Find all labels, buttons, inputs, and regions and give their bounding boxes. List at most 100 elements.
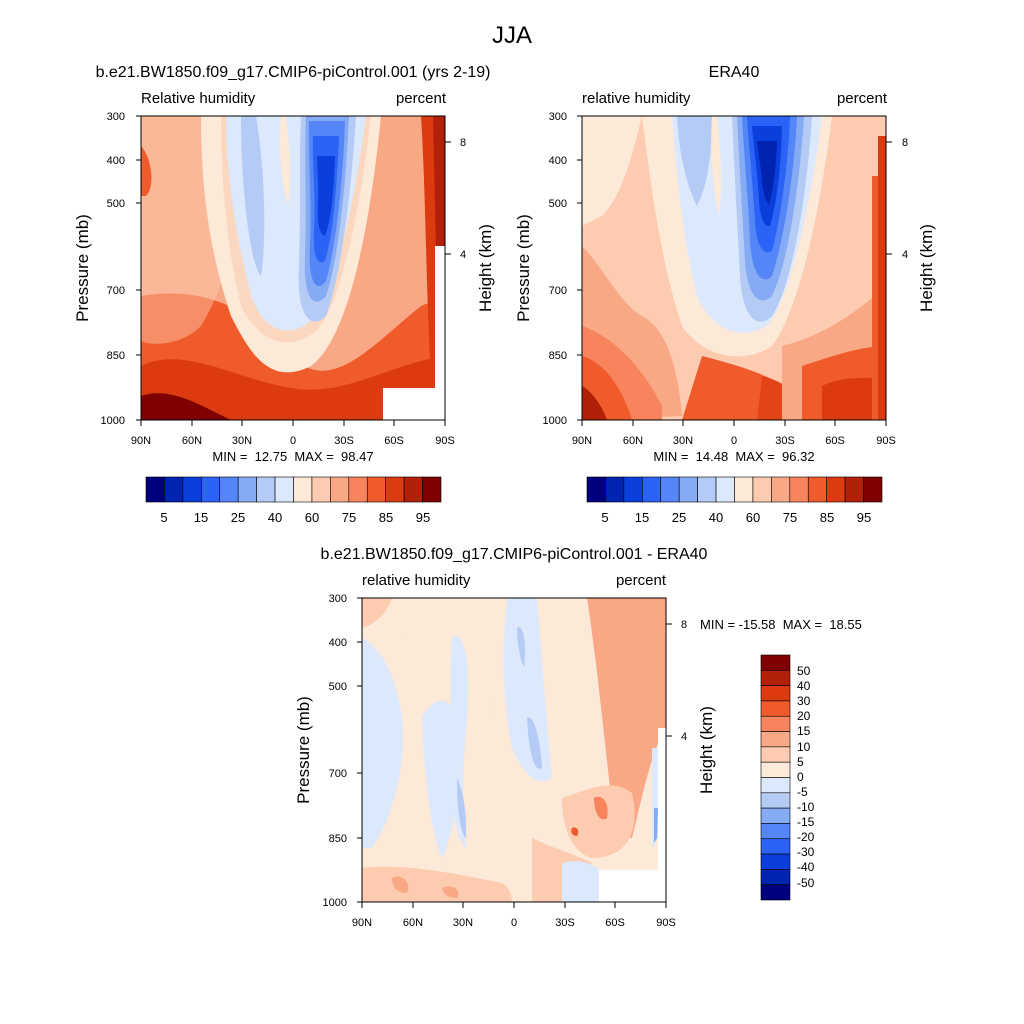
colorbar: 5 15 25 40 60 75 85 95 <box>145 476 442 525</box>
colorbar-swatch <box>256 476 276 503</box>
colorbar-swatch <box>760 731 791 748</box>
y-tick-label: 400 <box>549 155 567 167</box>
colorbar-swatch <box>311 476 331 503</box>
colorbar-swatch <box>760 746 791 763</box>
x-tick-label: 90S <box>656 917 676 929</box>
variable-label: relative humidity <box>582 90 691 107</box>
y-tick-label: 500 <box>107 198 125 210</box>
height-tick-label: 4 <box>460 249 466 261</box>
colorbar-swatch <box>760 700 791 717</box>
vertical-colorbar: 50 40 30 20 15 10 5 0 -5 -10 -15 -20 -30… <box>760 654 815 901</box>
x-tick-label: 60N <box>182 435 202 447</box>
colorbar-label: 30 <box>797 694 811 708</box>
figure-title: JJA <box>492 22 532 49</box>
units-label: percent <box>396 90 447 107</box>
colorbar-swatch <box>760 777 791 794</box>
y-tick-label: 300 <box>329 593 347 605</box>
colorbar-swatch <box>760 792 791 809</box>
colorbar-label: 40 <box>797 679 811 693</box>
min-max-label: MIN = 12.75 MAX = 98.47 <box>212 449 373 464</box>
colorbar-swatch <box>422 476 442 503</box>
colorbar-swatch <box>697 476 717 503</box>
colorbar-swatch <box>182 476 202 503</box>
colorbar-swatch <box>293 476 313 503</box>
colorbar-swatch <box>760 869 791 885</box>
colorbar-swatch <box>201 476 221 503</box>
bottom-ticks: 90N 60N 30N 0 30S 60S 90S <box>131 420 455 447</box>
colorbar-label: 50 <box>797 664 811 678</box>
colorbar-swatch <box>760 670 791 686</box>
x-tick-label: 90N <box>572 435 592 447</box>
colorbar-swatch <box>863 476 883 503</box>
variable-label: relative humidity <box>362 572 471 589</box>
colorbar-swatch <box>366 476 386 503</box>
right-ticks: 8 4 <box>445 137 466 261</box>
y-tick-label: 1000 <box>323 897 347 909</box>
colorbar-label: 40 <box>268 510 282 525</box>
x-tick-label: 30S <box>775 435 795 447</box>
panel-title: b.e21.BW1850.f09_g17.CMIP6-piControl.001… <box>96 64 491 81</box>
colorbar-swatch <box>789 476 809 503</box>
contour-plot-area <box>141 116 445 420</box>
colorbar-swatch <box>760 685 791 702</box>
colorbar-swatches <box>145 476 442 503</box>
height-tick-label: 8 <box>681 619 687 631</box>
colorbar-swatch <box>760 715 791 732</box>
y-tick-label: 400 <box>329 637 347 649</box>
colorbar-label: 25 <box>231 510 245 525</box>
colorbar-swatch <box>385 476 405 503</box>
colorbar-swatch <box>678 476 698 503</box>
colorbar-swatch <box>760 823 791 840</box>
colorbar-label: -5 <box>797 785 808 799</box>
y-tick-label: 300 <box>107 111 125 123</box>
left-ticks: 300 400 500 700 850 1000 <box>543 111 582 427</box>
colorbar-label: 95 <box>857 510 871 525</box>
colorbar-swatch <box>734 476 754 503</box>
colorbar-label: 75 <box>342 510 356 525</box>
x-tick-label: 60N <box>403 917 423 929</box>
x-tick-label: 90S <box>435 435 455 447</box>
colorbar-label: -20 <box>797 830 815 844</box>
colorbar-swatch <box>586 476 606 503</box>
y-tick-label: 700 <box>329 768 347 780</box>
y-tick-label: 850 <box>107 350 125 362</box>
y-axis-title-right: Height (km) <box>697 706 716 794</box>
y-tick-label: 1000 <box>101 415 125 427</box>
colorbar-label: 15 <box>194 510 208 525</box>
colorbar-label: -30 <box>797 845 815 859</box>
bottom-ticks: 90N 60N 30N 0 30S 60S 90S <box>572 420 896 447</box>
x-tick-label: 30S <box>334 435 354 447</box>
colorbar-label: 85 <box>820 510 834 525</box>
colorbar-label: 60 <box>746 510 760 525</box>
x-tick-label: 0 <box>731 435 737 447</box>
colorbar-swatch <box>348 476 368 503</box>
colorbar-label: 10 <box>797 740 811 754</box>
y-axis-title: Pressure (mb) <box>294 696 313 804</box>
colorbar: 5 15 25 40 60 75 85 95 <box>586 476 883 525</box>
x-tick-label: 0 <box>290 435 296 447</box>
colorbar-swatch <box>760 654 791 671</box>
colorbar-swatch <box>623 476 643 503</box>
colorbar-label: 40 <box>709 510 723 525</box>
x-tick-label: 60S <box>825 435 845 447</box>
min-max-label: MIN = -15.58 MAX = 18.55 <box>700 617 862 632</box>
colorbar-swatch <box>844 476 864 503</box>
x-tick-label: 60S <box>605 917 625 929</box>
y-axis-title: Pressure (mb) <box>73 214 92 322</box>
units-label: percent <box>837 90 888 107</box>
colorbar-label: 60 <box>305 510 319 525</box>
colorbar-swatch <box>164 476 184 503</box>
panel-difference: b.e21.BW1850.f09_g17.CMIP6-piControl.001… <box>294 546 862 929</box>
y-tick-label: 850 <box>329 833 347 845</box>
colorbar-label: 20 <box>797 709 811 723</box>
colorbar-label: -10 <box>797 800 815 814</box>
y-tick-label: 400 <box>107 155 125 167</box>
x-tick-label: 60N <box>623 435 643 447</box>
colorbar-swatch <box>807 476 827 503</box>
left-ticks: 300 400 500 700 850 1000 <box>323 593 362 909</box>
colorbar-label: 95 <box>416 510 430 525</box>
panel-model: b.e21.BW1850.f09_g17.CMIP6-piControl.001… <box>73 64 495 525</box>
colorbar-swatch <box>237 476 257 503</box>
colorbar-swatch <box>715 476 735 503</box>
